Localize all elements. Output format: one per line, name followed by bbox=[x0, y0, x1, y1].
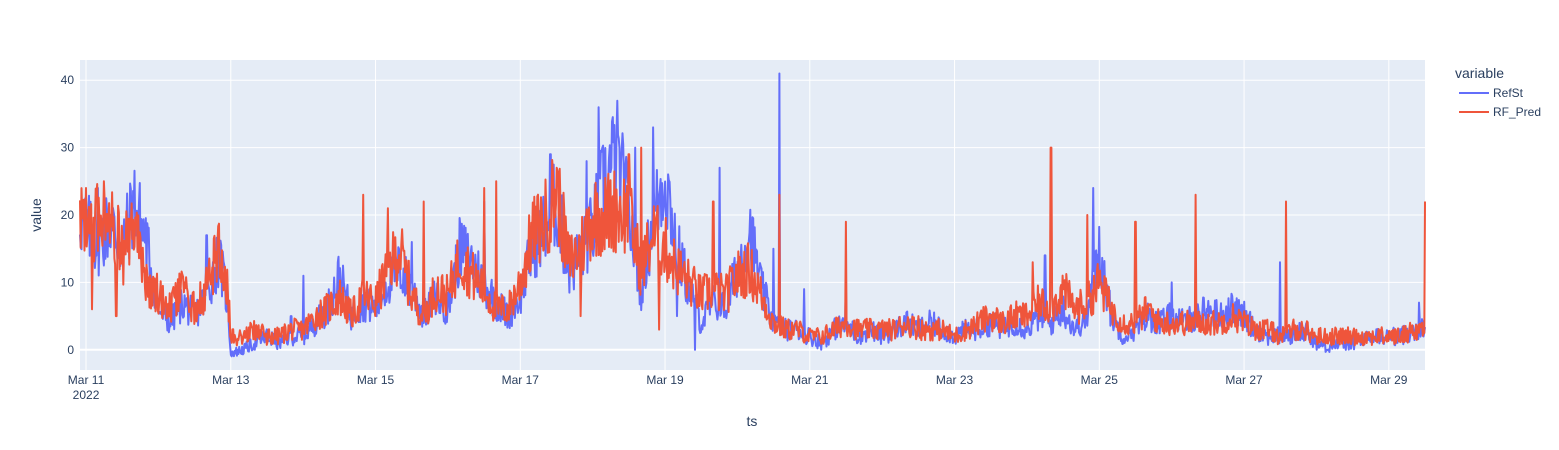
series-layer bbox=[79, 72, 1426, 358]
x-tick-label: Mar 17 bbox=[502, 373, 540, 387]
legend: variable RefSt RF_Pred bbox=[1455, 65, 1541, 119]
x-tick-label: Mar 23 bbox=[936, 373, 974, 387]
y-tick-labels: 0 10 20 30 40 bbox=[61, 73, 75, 357]
y-tick-label: 30 bbox=[61, 141, 75, 155]
y-tick-label: 40 bbox=[61, 73, 75, 87]
x-axis-title: ts bbox=[747, 413, 758, 429]
x-tick-label: Mar 29 bbox=[1370, 373, 1408, 387]
x-tick-label: Mar 25 bbox=[1081, 373, 1119, 387]
x-tick-label: Mar 11 bbox=[68, 373, 105, 387]
x-tick-label: Mar 19 bbox=[646, 373, 684, 387]
legend-label: RF_Pred bbox=[1493, 105, 1541, 119]
x-tick-sublabel: 2022 bbox=[73, 388, 100, 402]
x-tick-label: Mar 13 bbox=[212, 373, 250, 387]
x-tick-label: Mar 21 bbox=[791, 373, 829, 387]
y-tick-label: 10 bbox=[61, 275, 75, 289]
x-tick-label: Mar 27 bbox=[1225, 373, 1263, 387]
y-tick-label: 0 bbox=[67, 343, 74, 357]
legend-title: variable bbox=[1455, 65, 1504, 81]
y-axis-title: value bbox=[28, 198, 44, 232]
x-tick-label: Mar 15 bbox=[357, 373, 395, 387]
legend-label: RefSt bbox=[1493, 86, 1524, 100]
y-tick-label: 20 bbox=[61, 208, 75, 222]
series-line-rf-pred bbox=[79, 146, 1426, 347]
